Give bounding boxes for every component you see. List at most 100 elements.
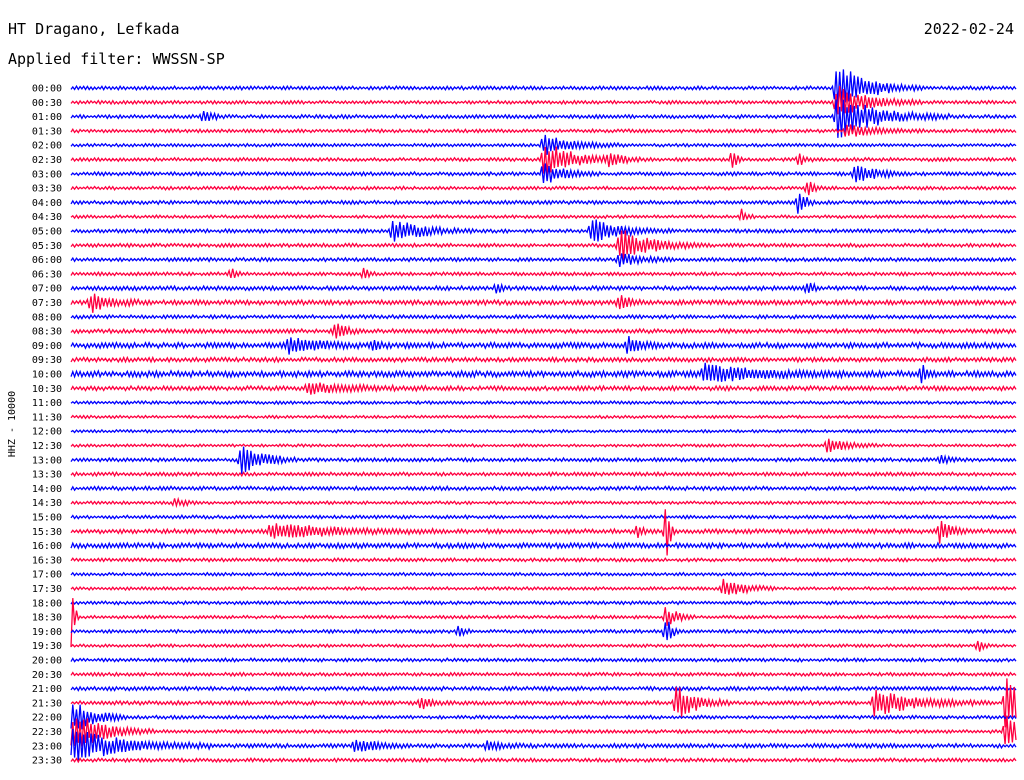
trace-line [70,446,1017,475]
time-tick-label: 21:30 [32,698,62,709]
trace-line [70,428,1017,434]
time-tick-label: 17:00 [32,570,62,581]
trace-line [70,470,1017,478]
time-tick-label: 19:30 [32,641,62,652]
trace-line [70,678,1017,728]
time-tick-label: 03:00 [32,169,62,180]
time-tick-label: 05:30 [32,241,62,252]
trace-line [70,124,1017,137]
trace-line [70,281,1017,295]
trace-line [70,69,1017,107]
date-label: 2022-02-24 [923,20,1014,38]
time-tick-label: 08:30 [32,327,62,338]
trace-line [70,313,1017,321]
time-tick-label: 10:30 [32,384,62,395]
trace-line [70,208,1017,222]
trace-line [70,181,1017,196]
trace-line [70,685,1017,692]
trace-line [70,85,1017,115]
time-tick-label: 10:00 [32,370,62,381]
time-tick-label: 09:30 [32,355,62,366]
time-tick-label: 07:30 [32,298,62,309]
trace-line [70,657,1017,663]
trace-line [70,253,1017,267]
time-tick-label: 20:30 [32,670,62,681]
trace-line [70,399,1017,406]
time-tick-label: 12:00 [32,427,62,438]
time-tick-label: 09:00 [32,341,62,352]
time-tick-label: 23:30 [32,756,62,767]
time-tick-label: 03:30 [32,184,62,195]
trace-line [70,509,1017,556]
time-tick-label: 01:00 [32,112,62,123]
time-tick-label: 11:30 [32,412,62,423]
time-tick-label: 06:00 [32,255,62,266]
time-tick-label: 00:00 [32,84,62,95]
trace-line [70,704,1017,730]
trace-line [70,267,1017,280]
time-tick-label: 05:00 [32,227,62,238]
time-tick-label: 04:30 [32,212,62,223]
trace-line [70,715,1017,747]
time-tick-label: 07:00 [32,284,62,295]
time-tick-label: 14:30 [32,498,62,509]
time-tick-label: 17:30 [32,584,62,595]
time-tick-label: 08:00 [32,312,62,323]
trace-line [70,496,1017,509]
trace-line [70,163,1017,183]
time-tick-label: 06:30 [32,269,62,280]
time-tick-label: 04:00 [32,198,62,209]
time-tick-label: 13:30 [32,470,62,481]
trace-line [70,640,1017,652]
time-tick-label: 23:00 [32,741,62,752]
time-tick-label: 01:30 [32,126,62,137]
trace-line [70,336,1017,355]
time-tick-label: 20:00 [32,656,62,667]
trace-line [70,362,1017,384]
trace-line [70,414,1017,420]
time-tick-label: 18:30 [32,613,62,624]
time-tick-label: 18:00 [32,598,62,609]
station-title: HT Dragano, Lefkada [8,20,180,38]
time-tick-label: 11:00 [32,398,62,409]
trace-line [70,134,1017,155]
trace-line [70,578,1017,595]
time-tick-label: 16:30 [32,555,62,566]
trace-line [70,355,1017,364]
trace-line [70,728,1017,763]
trace-line [70,293,1017,313]
time-tick-label: 12:30 [32,441,62,452]
time-tick-label: 22:30 [32,727,62,738]
time-tick-label: 00:30 [32,98,62,109]
time-tick-label: 02:30 [32,155,62,166]
time-tick-label: 13:00 [32,455,62,466]
time-tick-label: 19:00 [32,627,62,638]
trace-line [70,756,1017,764]
y-axis-label: HHZ - 10000 [7,391,18,457]
trace-line [70,514,1017,521]
trace-line [70,556,1017,563]
time-tick-label: 15:00 [32,513,62,524]
trace-line [70,193,1017,214]
trace-line [70,99,1017,138]
time-tick-label: 14:00 [32,484,62,495]
trace-line [70,484,1017,492]
trace-line [70,621,1017,641]
time-tick-labels: 00:00 00:30 01:00 01:30 02:00 02:30 03:00 03:30… [32,84,62,767]
trace-line [70,146,1017,175]
trace-line [70,382,1017,395]
trace-line [70,571,1017,577]
trace-line [70,219,1017,242]
trace-line [70,323,1017,339]
time-tick-label: 22:00 [32,713,62,724]
seismic-traces [70,69,1017,764]
trace-line [70,671,1017,678]
trace-line [70,230,1017,262]
filter-label: Applied filter: WWSSN-SP [8,50,225,68]
trace-line [70,599,1017,606]
trace-line [70,541,1017,550]
trace-line [70,598,1017,648]
time-tick-label: 16:00 [32,541,62,552]
time-tick-label: 15:30 [32,527,62,538]
